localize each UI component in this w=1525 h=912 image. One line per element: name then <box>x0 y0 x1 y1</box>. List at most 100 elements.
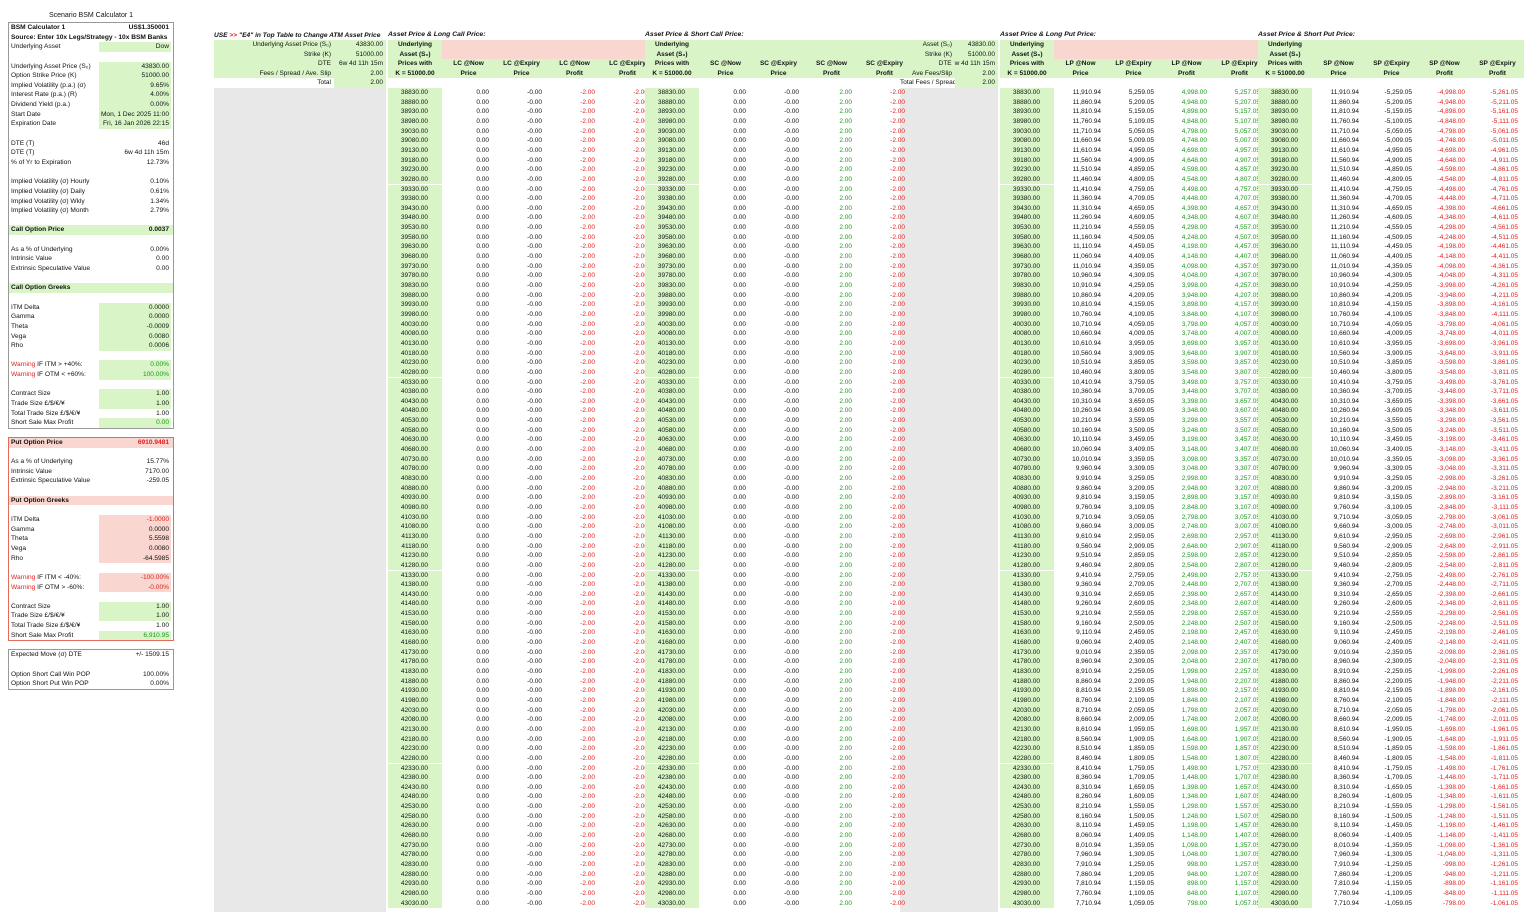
grid-cell: 4,209.05 <box>1128 291 1154 299</box>
asset-price-cell: 39780.00 <box>388 271 442 281</box>
calc-row[interactable]: Gamma 0.0000 <box>9 312 173 322</box>
grid-cell: -1,348.00 <box>1437 793 1465 801</box>
grid-cell: 0.00 <box>476 262 489 270</box>
grid-cell: -2.00 <box>633 725 648 733</box>
grid-cell: -4,748.00 <box>1437 137 1465 145</box>
grid-cell: 0.00 <box>476 224 489 232</box>
grid-cell: 3,448.00 <box>1181 388 1207 396</box>
grid-cell: 3,759.05 <box>1128 378 1154 386</box>
grid-cell: 0.00 <box>476 175 489 183</box>
calc-row[interactable]: Expiration Date Fri, 16 Jan 2026 22:15 <box>9 119 173 130</box>
summary-label: Fees / Spread / Ave. Slip <box>214 68 334 79</box>
grid-cell: 0.00 <box>476 436 489 444</box>
calc-row[interactable]: Implied Volatility (p.a.) (σ) 9.65% <box>9 80 173 91</box>
price-header-line: K = 51000.00 <box>1258 68 1312 79</box>
grid-cell: -2,948.00 <box>1437 484 1465 492</box>
grid-cell: 10,060.94 <box>1072 446 1101 454</box>
grid-cell: -2.00 <box>580 803 595 811</box>
grid-cell: 0.00 <box>476 812 489 820</box>
grid-cell: 0.00 <box>476 378 489 386</box>
asset-price-cell: 39230.00 <box>388 165 442 175</box>
calc-row[interactable]: Option Strike Price (K) 51000.00 <box>9 71 173 81</box>
grid-cell: -0.00 <box>527 243 542 251</box>
grid-cell: -2.00 <box>890 561 905 569</box>
calc-row[interactable]: Contract Size 1.00 <box>9 601 173 612</box>
grid-cell: -0.00 <box>527 98 542 106</box>
grid-cell: -2.00 <box>633 610 648 618</box>
grid-cell: 0.00 <box>476 793 489 801</box>
grid-cell: 0.00 <box>476 310 489 318</box>
summary-value[interactable]: 2.00 <box>334 68 386 79</box>
grid-cell: 11,510.94 <box>1330 166 1359 174</box>
grid-cell: -2.00 <box>890 301 905 309</box>
asset-price-cell: 39530.00 <box>645 223 699 233</box>
price-header-line: K = 51000.00 <box>388 68 442 79</box>
grid-cell: -2.00 <box>890 407 905 415</box>
calc-row[interactable]: Rho -64.5985 <box>9 553 173 564</box>
summary-value[interactable]: 2.00 <box>955 68 998 79</box>
grid-cell: 8,760.94 <box>1333 696 1359 704</box>
calc-row[interactable]: Start Date Mon, 1 Dec 2025 11:00 <box>9 109 173 120</box>
calc-row[interactable]: Vega 0.0080 <box>9 331 173 342</box>
summary-value[interactable]: w 4d 11h 15m <box>954 59 998 69</box>
calc-row[interactable]: Trade Size £/$/€/¥ 1.00 <box>9 398 173 409</box>
calc-row[interactable]: Short Sale Max Profit 0.00 <box>9 418 173 428</box>
calc-row[interactable]: Underlying Asset Dow <box>9 42 173 52</box>
price-header-line: Asset (S₀) <box>645 49 699 60</box>
calc-row[interactable]: Rho 0.0006 <box>9 341 173 351</box>
calc-row[interactable]: Theta -0.0009 <box>9 321 173 332</box>
calc-row: Call Option Price 0.0037 <box>9 225 173 236</box>
grid-cell: -2.00 <box>633 619 648 627</box>
grid-cell: 2.00 <box>839 899 852 907</box>
grid-cell: -3,759.05 <box>1384 378 1412 386</box>
asset-price-cell: 40180.00 <box>1000 348 1054 359</box>
grid-cell: 10,610.94 <box>1072 339 1101 347</box>
column-header: SP @Expiry Profit <box>1471 40 1524 79</box>
calc-row[interactable]: Warning IF OTM < +60%: 100.00% <box>9 370 173 380</box>
summary-value[interactable]: 43830.00 <box>334 40 386 50</box>
calc-row[interactable]: Short Sale Max Profit 6,910.95 <box>9 630 173 641</box>
grid-cell: 4,848.00 <box>1181 117 1207 125</box>
grid-cell: -1,509.05 <box>1384 812 1412 820</box>
grid-cell: -0.00 <box>784 243 799 251</box>
summary-value[interactable]: 2.00 <box>955 78 998 88</box>
calc-row[interactable]: Vega 0.0080 <box>9 543 173 554</box>
grid-cell: -2.00 <box>890 668 905 675</box>
calc-row[interactable]: Underlying Asset Price (S₀) 43830.00 <box>9 61 173 72</box>
asset-price-cell: 42880.00 <box>1258 869 1312 880</box>
calc-row-value <box>169 486 171 496</box>
calc-row[interactable]: Interest Rate (p.a.) (R) 4.00% <box>9 90 173 101</box>
summary-value[interactable]: 51000.00 <box>334 49 386 60</box>
grid-cell: 4,759.05 <box>1128 185 1154 193</box>
grid-cell: -0.00 <box>784 899 799 907</box>
grid-cell: -0.00 <box>527 571 542 579</box>
summary-value[interactable]: 2.00 <box>334 78 386 88</box>
summary-value[interactable]: 6w 4d 11h 15m <box>334 59 386 69</box>
calc-row[interactable]: ITM Delta -1.0000 <box>9 515 173 525</box>
grid-cell: 2.00 <box>839 793 852 801</box>
grid-cell: -2.00 <box>890 233 905 241</box>
grid-cell: -2.00 <box>580 137 595 145</box>
grid-cell: 2.00 <box>839 783 852 791</box>
calc-row[interactable]: Gamma 0.0000 <box>9 524 173 535</box>
calc-row-label: Theta <box>11 535 28 543</box>
grid-cell: 0.00 <box>476 368 489 376</box>
calc-row: Put Option Greeks <box>9 495 173 506</box>
column-header: SP @Expiry Price <box>1365 40 1418 79</box>
calc-row[interactable]: Trade Size £/$/€/¥ 1.00 <box>9 611 173 622</box>
grid-cell: 2,098.00 <box>1181 648 1207 656</box>
calc-row[interactable]: Contract Size 1.00 <box>9 389 173 399</box>
calc-row[interactable]: Dividend Yield (p.a.) 0.00% <box>9 100 173 110</box>
grid-cell: 11,460.94 <box>1072 175 1101 183</box>
grid-cell: 848.00 <box>1187 889 1207 897</box>
calc-row[interactable]: Warning IF ITM < -40%: -100.00% <box>9 572 173 583</box>
grid-cell: -0.00 <box>527 803 542 811</box>
asset-price-cell: 40830.00 <box>388 474 442 484</box>
calc-row[interactable]: Theta 5.5598 <box>9 534 173 544</box>
summary-value[interactable]: 43830.00 <box>955 40 998 50</box>
calc-row[interactable]: ITM Delta 0.0000 <box>9 302 173 313</box>
grid-cell: -2.00 <box>890 359 905 367</box>
calc-row[interactable]: Warning IF OTM > -60%: -0.00% <box>9 582 173 593</box>
summary-value[interactable]: 51000.00 <box>955 49 998 60</box>
calc-row[interactable]: Warning IF ITM > +40%: 0.00% <box>9 360 173 371</box>
